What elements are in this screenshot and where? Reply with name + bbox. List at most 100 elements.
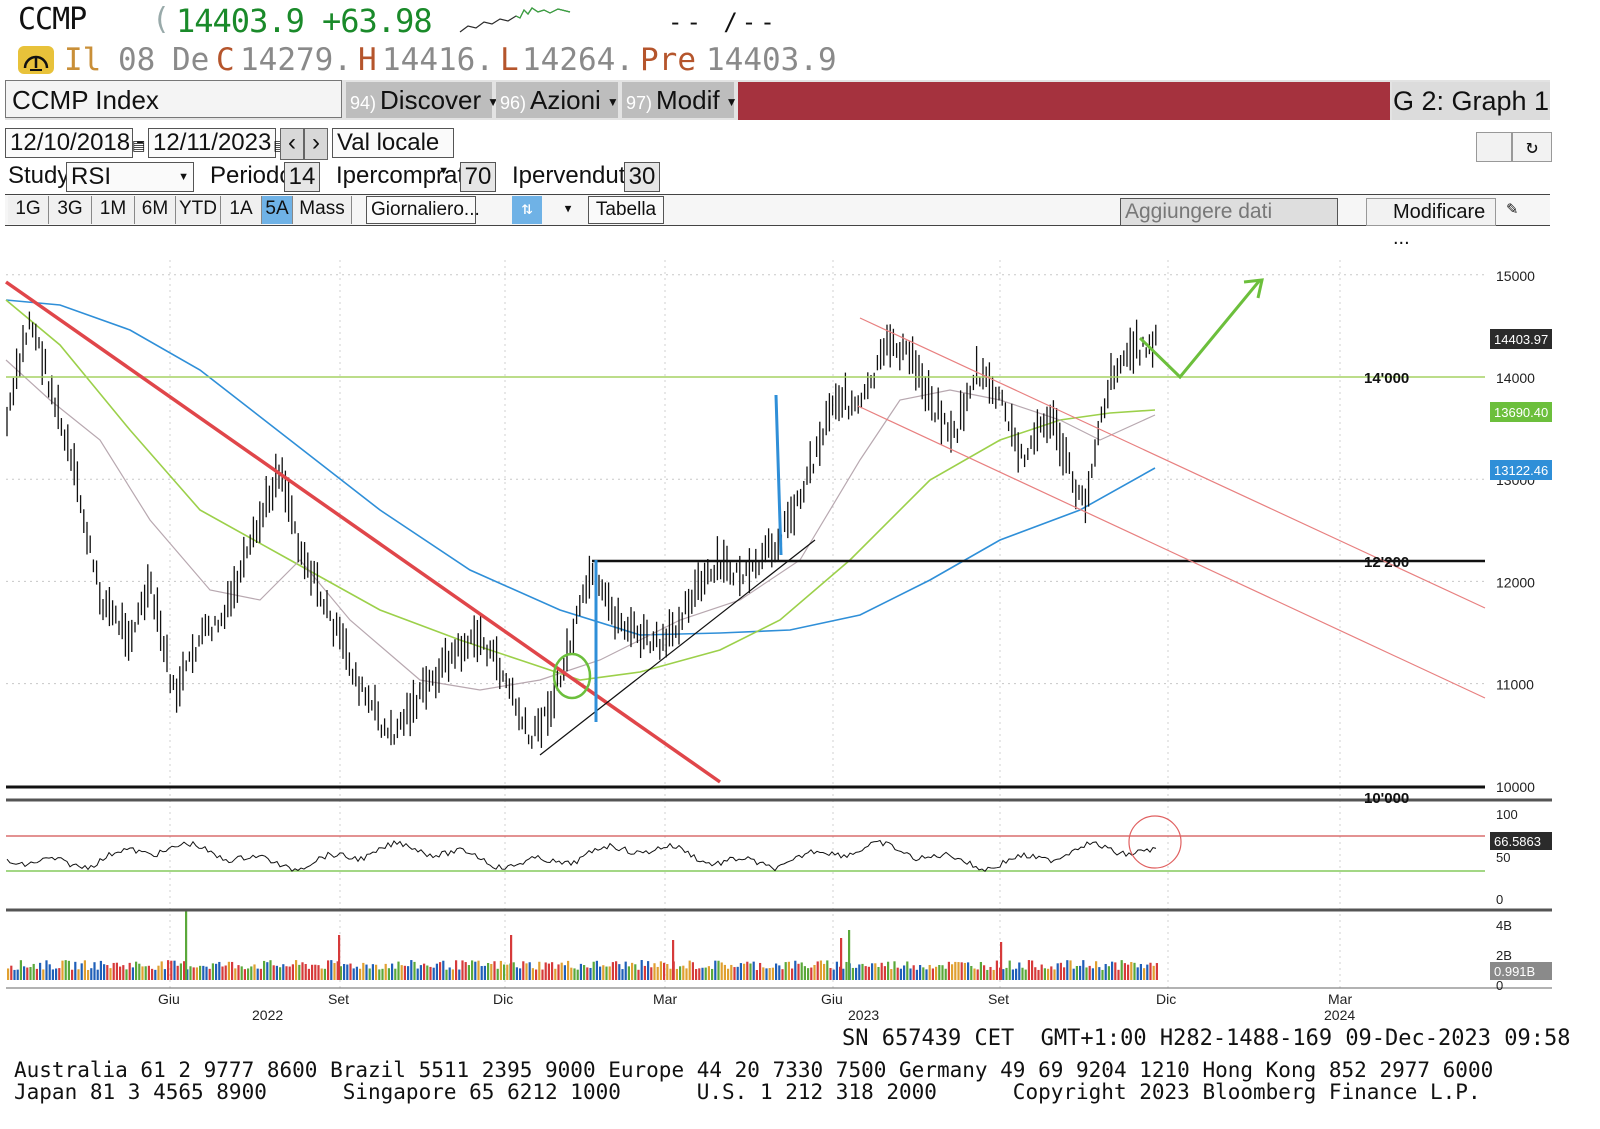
volume-bar	[112, 962, 115, 980]
volume-bar	[128, 962, 131, 980]
date-day: 08	[118, 42, 156, 78]
period-button-ytd[interactable]: YTD	[176, 196, 221, 224]
volume-bar	[1120, 960, 1123, 980]
volume-bar	[455, 960, 458, 980]
volume-bar	[51, 969, 54, 980]
volume-bar	[429, 966, 432, 980]
volume-bar	[1066, 960, 1069, 980]
volume-bar	[298, 964, 301, 980]
volume-bar	[365, 964, 368, 980]
table-button[interactable]: Tabella	[588, 196, 664, 224]
volume-bar	[355, 966, 358, 980]
volume-bar	[304, 964, 307, 980]
volume-bar	[1104, 963, 1107, 980]
chart-type-icon[interactable]: ⇅	[512, 196, 542, 224]
period-button-5a[interactable]: 5A	[262, 196, 293, 224]
end-date-field[interactable]: 12/11/2023▤	[148, 128, 287, 158]
volume-bar	[727, 968, 730, 980]
security-field[interactable]: CCMP Index	[5, 80, 342, 118]
period-label: Periodo	[210, 162, 293, 189]
volume-bar	[439, 962, 442, 980]
volume-bar	[1088, 965, 1091, 980]
overbought-input[interactable]: 70	[460, 162, 496, 192]
price-chart[interactable]: 15000140001300012000110001000014'00012'2…	[0, 230, 1600, 1030]
volume-bar	[851, 967, 854, 980]
volume-bar	[26, 967, 29, 980]
volume-bar	[787, 961, 790, 980]
volume-bar	[285, 966, 288, 980]
volume-bar	[451, 969, 454, 980]
modify-button[interactable]: Modificare ...	[1366, 198, 1496, 249]
volume-bar	[1021, 967, 1024, 980]
crossover-circle	[552, 652, 592, 700]
period-button-mass[interactable]: Mass	[293, 196, 352, 224]
dropdown-arrow-icon: ▼	[606, 95, 619, 110]
volume-bar	[362, 962, 365, 980]
volume-bar	[611, 962, 614, 980]
add-data-field[interactable]: Aggiungere dati	[1120, 198, 1338, 226]
volume-bar	[717, 960, 720, 980]
frequency-select[interactable]: Giornaliero...	[366, 196, 480, 224]
volume-bar	[115, 962, 118, 980]
refresh-icon[interactable]: ↻	[1512, 132, 1552, 162]
high-value: 14416.	[382, 42, 494, 78]
volume-bar	[928, 964, 931, 980]
volume-bar	[807, 968, 810, 980]
volume-bar	[743, 963, 746, 980]
currency-select[interactable]: Val locale ▼	[332, 128, 454, 177]
start-date-field[interactable]: 12/10/2018 ▤	[5, 128, 145, 158]
volume-bar	[618, 964, 621, 980]
volume-bar	[336, 961, 339, 980]
azioni-menu[interactable]: 96) Azioni ▼	[496, 82, 619, 118]
volume-bar	[16, 969, 19, 980]
next-period-button[interactable]: ›	[304, 128, 328, 160]
speedometer-icon[interactable]	[18, 46, 54, 74]
volume-bar	[1107, 966, 1110, 980]
period-button-3g[interactable]: 3G	[49, 196, 92, 224]
edit-icon[interactable]: ✎	[1506, 198, 1518, 219]
volume-bar	[103, 964, 106, 980]
modif-menu[interactable]: 97) Modif ▼	[622, 82, 737, 118]
volume-bar	[487, 963, 490, 980]
volume-bar	[653, 963, 656, 980]
volume-bar	[1101, 969, 1104, 980]
volume-bar	[122, 965, 125, 980]
contact-line-2: Japan 81 3 4565 8900 Singapore 65 6212 1…	[14, 1080, 1481, 1104]
volume-bar	[467, 965, 470, 980]
volume-bar	[925, 969, 928, 980]
rsi-axis-label: 0	[1496, 892, 1503, 907]
volume-bar	[227, 961, 230, 980]
volume-bar	[1136, 967, 1139, 980]
volume-bar	[413, 961, 416, 980]
undo-button[interactable]	[1476, 132, 1512, 162]
volume-spike	[338, 935, 341, 980]
graph-label[interactable]: G 2: Graph 1	[1392, 82, 1550, 120]
period-button-6m[interactable]: 6M	[135, 196, 176, 224]
volume-bar	[48, 964, 51, 980]
period-input[interactable]: 14	[284, 162, 320, 192]
oversold-input[interactable]: 30	[624, 162, 660, 192]
period-button-1g[interactable]: 1G	[8, 196, 49, 224]
volume-bar	[272, 965, 275, 980]
function-bar-fill	[738, 82, 1390, 120]
prev-period-button[interactable]: ‹	[280, 128, 304, 160]
volume-bar	[1123, 963, 1126, 980]
volume-bar	[883, 966, 886, 980]
volume-bar	[544, 962, 547, 980]
volume-spike	[185, 910, 188, 980]
volume-bar	[131, 967, 134, 980]
period-button-1a[interactable]: 1A	[221, 196, 262, 224]
volume-bar	[202, 965, 205, 980]
volume-bar	[64, 960, 67, 980]
contact-line-1: Australia 61 2 9777 8600 Brazil 5511 239…	[14, 1058, 1494, 1082]
period-button-1m[interactable]: 1M	[92, 196, 135, 224]
study-select[interactable]: RSI ▼	[66, 162, 194, 192]
volume-bar	[426, 965, 429, 980]
last-price: 14403.9	[176, 2, 305, 40]
discover-menu[interactable]: 94) Discover ▼	[346, 82, 499, 118]
volume-bar	[381, 968, 384, 980]
dropdown-arrow-icon[interactable]: ▼	[564, 202, 572, 215]
volume-bar	[1114, 962, 1117, 980]
volume-bar	[1063, 967, 1066, 980]
volume-bar	[247, 968, 250, 980]
